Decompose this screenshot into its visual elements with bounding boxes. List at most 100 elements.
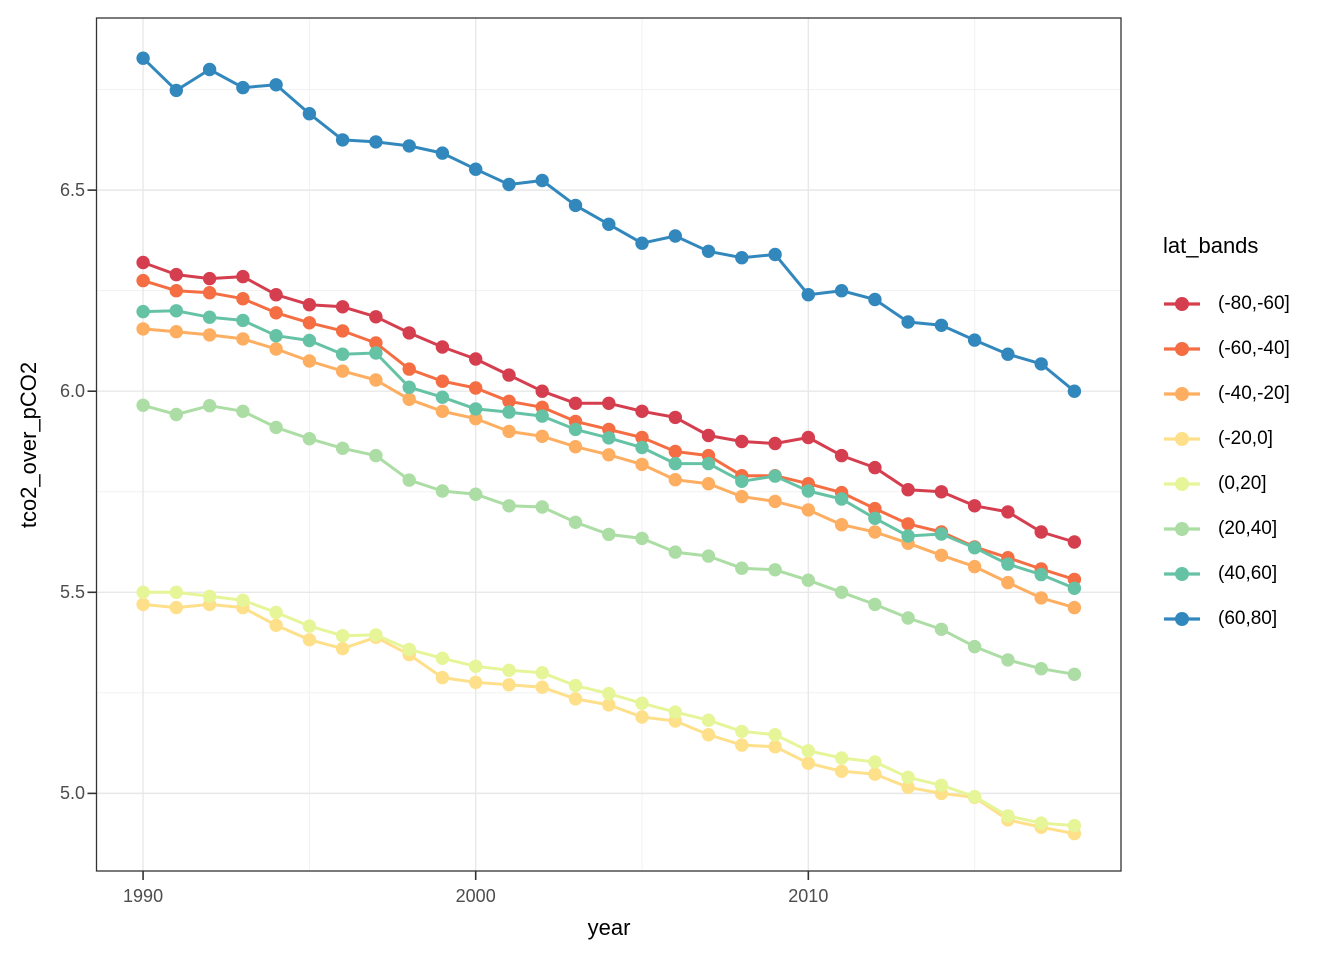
data-point bbox=[768, 247, 782, 262]
data-point bbox=[735, 489, 749, 504]
data-point bbox=[169, 325, 183, 339]
data-point bbox=[735, 561, 749, 575]
data-point bbox=[934, 548, 949, 562]
legend-item: (0,20] bbox=[1163, 461, 1290, 506]
data-point bbox=[136, 304, 150, 319]
data-point bbox=[236, 404, 250, 418]
data-point bbox=[136, 585, 150, 599]
data-point bbox=[701, 477, 716, 491]
data-point bbox=[967, 789, 982, 804]
data-point bbox=[402, 642, 416, 657]
data-point bbox=[402, 392, 416, 406]
data-point bbox=[635, 404, 649, 418]
data-point bbox=[901, 315, 915, 329]
data-point bbox=[668, 705, 682, 719]
data-point bbox=[535, 429, 549, 443]
data-point bbox=[302, 107, 317, 121]
data-point bbox=[202, 328, 217, 342]
data-point bbox=[768, 728, 782, 742]
data-point bbox=[269, 420, 283, 435]
x-axis-title: year bbox=[587, 915, 631, 940]
legend-key-icon bbox=[1164, 386, 1200, 401]
data-point bbox=[169, 585, 183, 599]
data-point bbox=[369, 346, 383, 360]
data-point bbox=[269, 342, 283, 356]
data-point bbox=[868, 597, 882, 612]
data-point bbox=[335, 441, 350, 455]
y-tick-label: 5.5 bbox=[59, 582, 85, 603]
data-point bbox=[1034, 662, 1048, 676]
data-point bbox=[435, 404, 450, 418]
x-tick-label: 1990 bbox=[123, 886, 164, 906]
data-point bbox=[1034, 591, 1048, 605]
data-point bbox=[735, 738, 749, 752]
data-point bbox=[502, 499, 516, 513]
data-point bbox=[868, 767, 882, 781]
legend-key-icon bbox=[1164, 341, 1200, 356]
data-point bbox=[568, 692, 583, 706]
data-point bbox=[901, 483, 915, 497]
data-point bbox=[768, 740, 782, 754]
legend-items: (-80,-60] (-60,-40] (-40,-20] (-20,0] (0,20]… bbox=[1163, 281, 1290, 641]
data-point bbox=[136, 597, 150, 612]
data-point bbox=[335, 300, 350, 314]
data-point bbox=[402, 362, 416, 376]
data-point bbox=[369, 135, 383, 149]
data-point bbox=[868, 292, 882, 307]
data-point bbox=[934, 622, 949, 636]
data-point bbox=[236, 269, 250, 284]
legend-label: (-40,-20] bbox=[1218, 382, 1290, 404]
data-point bbox=[136, 255, 150, 270]
legend-label: (20,40] bbox=[1218, 517, 1278, 539]
data-point bbox=[735, 474, 749, 488]
data-point bbox=[801, 756, 815, 770]
data-point bbox=[701, 428, 716, 443]
data-point bbox=[568, 422, 583, 437]
data-point bbox=[934, 527, 949, 541]
legend-key-icon bbox=[1164, 431, 1200, 446]
data-point bbox=[502, 394, 516, 408]
data-point bbox=[602, 527, 616, 542]
data-point bbox=[768, 563, 782, 577]
data-point bbox=[169, 304, 183, 318]
data-point bbox=[469, 162, 483, 176]
legend-key-icon bbox=[1164, 476, 1200, 491]
data-point bbox=[136, 322, 150, 336]
data-point bbox=[901, 780, 915, 794]
data-point bbox=[735, 724, 749, 739]
data-point bbox=[535, 384, 549, 398]
data-point bbox=[834, 284, 849, 298]
data-point bbox=[1067, 818, 1082, 833]
data-point bbox=[1067, 535, 1082, 549]
legend-label: (-20,0] bbox=[1218, 427, 1273, 449]
data-point bbox=[934, 485, 949, 499]
data-point bbox=[369, 373, 383, 387]
data-point bbox=[469, 381, 483, 395]
data-point bbox=[967, 333, 982, 347]
data-point bbox=[169, 407, 183, 422]
data-point bbox=[535, 666, 549, 680]
data-point bbox=[602, 431, 616, 445]
data-point bbox=[568, 678, 583, 693]
x-tick-label: 2010 bbox=[788, 886, 829, 906]
data-point bbox=[701, 456, 716, 471]
y-tick-label: 6.0 bbox=[59, 381, 85, 402]
legend-label: (0,20] bbox=[1218, 472, 1267, 494]
data-point bbox=[469, 675, 483, 690]
data-point bbox=[169, 83, 183, 98]
data-point bbox=[768, 494, 782, 509]
data-point bbox=[1067, 600, 1082, 615]
data-point bbox=[1067, 581, 1082, 595]
data-point bbox=[668, 410, 682, 425]
data-point bbox=[535, 409, 549, 423]
data-point bbox=[302, 298, 317, 312]
data-point bbox=[369, 336, 383, 350]
data-point bbox=[834, 518, 849, 532]
data-point bbox=[967, 499, 982, 513]
data-point bbox=[901, 770, 915, 784]
data-point bbox=[236, 292, 250, 306]
data-point bbox=[535, 173, 549, 188]
data-point bbox=[635, 430, 649, 445]
data-point bbox=[269, 306, 283, 320]
data-point bbox=[602, 698, 616, 712]
